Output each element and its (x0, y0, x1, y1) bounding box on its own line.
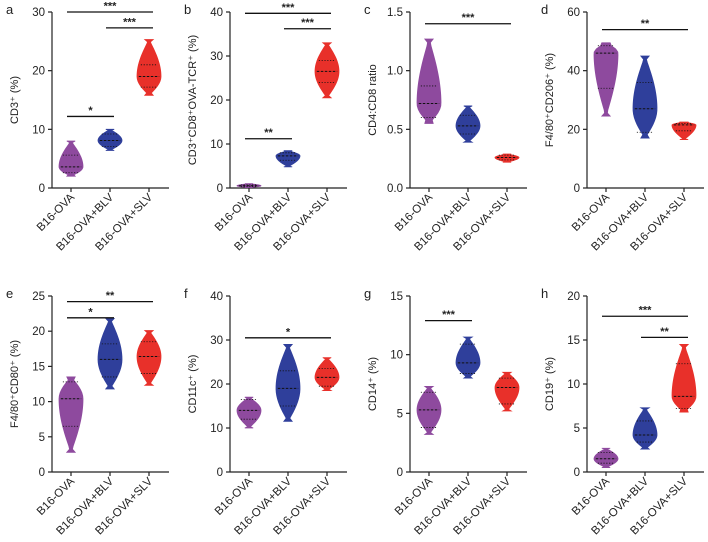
panel-letter: d (541, 2, 548, 17)
violin-2 (455, 336, 481, 379)
significance-label: *** (442, 309, 456, 321)
violin-1 (593, 447, 619, 468)
y-tick-label: 0 (574, 467, 580, 479)
y-tick-label: 30 (210, 335, 223, 347)
y-tick-label: 0.5 (387, 124, 403, 136)
violin-2 (455, 105, 481, 143)
significance-label: ** (106, 290, 115, 302)
y-tick-label: 40 (210, 7, 223, 19)
y-tick-label: 25 (32, 291, 45, 303)
y-tick-label: 30 (32, 7, 45, 19)
y-axis-label: CD11c⁺ (%) (187, 355, 199, 414)
panel-letter: g (364, 286, 371, 301)
y-tick-label: 5 (574, 423, 580, 435)
y-axis-label: F4/80⁺CD80⁺ (%) (9, 340, 21, 428)
significance-label: *** (104, 1, 118, 13)
y-tick-label: 0 (397, 467, 403, 479)
y-tick-label: 0 (574, 183, 580, 195)
violin-2 (97, 318, 123, 390)
y-tick-label: 20 (567, 291, 580, 303)
significance-label: *** (462, 12, 476, 24)
y-tick-label: 1.0 (387, 66, 403, 78)
y-tick-label: 0 (39, 467, 45, 479)
significance-label: *** (282, 2, 296, 14)
y-tick-label: 20 (210, 95, 223, 107)
panel-letter: b (184, 2, 191, 17)
y-axis-label: F4/80⁺CD206⁺ (%) (544, 53, 556, 147)
violin-3 (136, 39, 162, 96)
panel-e: eF4/80⁺CD80⁺ (%)0510152025B16-OVAB16-OVA… (6, 286, 169, 537)
significance-label: *** (123, 16, 137, 28)
panel-letter: c (364, 2, 371, 17)
violin-1 (58, 376, 84, 453)
violin-1 (416, 38, 442, 124)
y-tick-label: 15 (390, 291, 403, 303)
y-axis-label: CD19⁺ (%) (544, 357, 556, 411)
violin-2 (275, 150, 301, 168)
y-tick-label: 20 (210, 379, 223, 391)
violin-1 (593, 42, 619, 117)
y-tick-label: 10 (210, 139, 223, 151)
significance-label: *** (301, 17, 315, 29)
y-tick-label: 60 (567, 7, 580, 19)
y-tick-label: 30 (210, 51, 223, 63)
significance-label: * (88, 306, 93, 318)
y-axis-label: CD3⁺CD8⁺OVA-TCR⁺ (%) (187, 35, 199, 165)
y-tick-label: 0.0 (387, 183, 403, 195)
violin-1 (416, 385, 442, 435)
y-tick-label: 10 (390, 350, 403, 362)
significance-label: ** (264, 127, 273, 139)
violin-3 (671, 121, 697, 140)
violin-2 (632, 55, 658, 139)
y-tick-label: 0 (39, 183, 45, 195)
panel-letter: f (184, 286, 188, 301)
violin-1 (236, 396, 262, 429)
violin-3 (494, 153, 520, 163)
significance-label: ** (641, 18, 650, 30)
y-tick-label: 20 (32, 66, 45, 78)
y-tick-label: 15 (567, 335, 580, 347)
panel-letter: a (6, 2, 14, 17)
significance-label: ** (660, 326, 669, 338)
violin-2 (632, 407, 658, 450)
significance-label: *** (639, 305, 653, 317)
y-tick-label: 20 (567, 124, 580, 136)
y-tick-label: 10 (32, 124, 45, 136)
significance-label: * (286, 326, 291, 338)
y-tick-label: 5 (39, 432, 45, 444)
y-tick-label: 10 (567, 379, 580, 391)
y-tick-label: 15 (32, 361, 45, 373)
violin-3 (314, 357, 340, 391)
significance-label: * (88, 105, 93, 117)
violin-3 (671, 344, 697, 413)
y-tick-label: 10 (32, 397, 45, 409)
y-axis-label: CD3⁺ (%) (9, 76, 21, 124)
y-tick-label: 1.5 (387, 7, 403, 19)
violin-2 (97, 128, 123, 151)
y-tick-label: 5 (397, 408, 403, 420)
violin-3 (136, 330, 162, 386)
y-tick-label: 40 (210, 291, 223, 303)
y-axis-label: CD4:CD8 ratio (367, 64, 379, 136)
violin-2 (275, 344, 301, 422)
violin-1 (58, 140, 84, 177)
y-tick-label: 20 (32, 326, 45, 338)
y-tick-label: 40 (567, 66, 580, 78)
panel-letter: e (6, 286, 13, 301)
y-tick-label: 0 (217, 183, 223, 195)
violin-3 (314, 42, 340, 99)
panel-letter: h (541, 286, 548, 301)
y-tick-label: 0 (217, 467, 223, 479)
panel-d: dF4/80⁺CD206⁺ (%)0204060B16-OVAB16-OVA+B… (541, 2, 704, 253)
y-axis-label: CD14⁺ (%) (367, 357, 379, 411)
y-tick-label: 10 (210, 423, 223, 435)
violin-3 (494, 371, 520, 412)
